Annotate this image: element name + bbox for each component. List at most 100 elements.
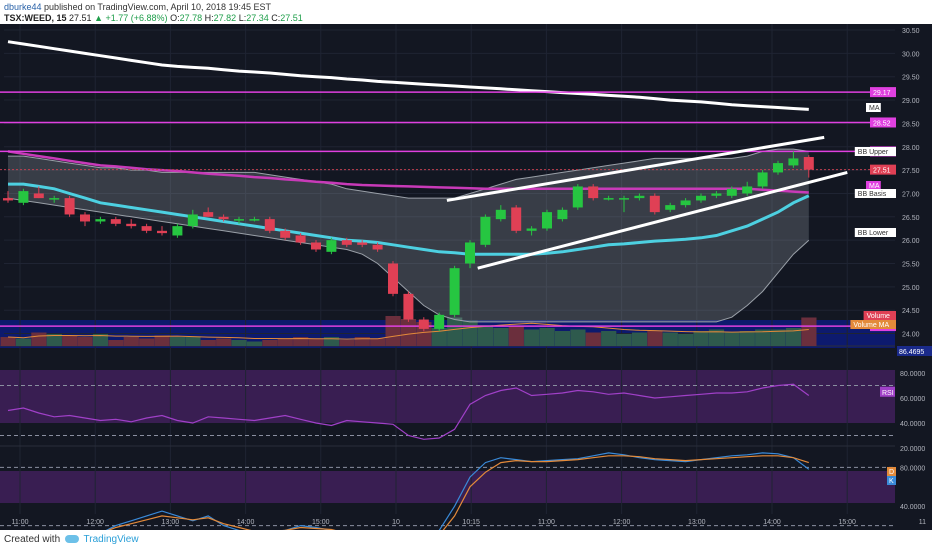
series-tag-label: MA bbox=[869, 183, 880, 190]
candle-body bbox=[788, 158, 799, 166]
volume-bar bbox=[785, 328, 802, 346]
volume-bar bbox=[231, 340, 247, 346]
candle-body bbox=[80, 214, 90, 222]
volume-bar bbox=[123, 337, 139, 346]
volume-bar bbox=[293, 337, 309, 346]
volume-bar bbox=[154, 335, 170, 346]
volume-bar bbox=[370, 338, 386, 346]
low-key: L: bbox=[238, 13, 247, 23]
volume-bar bbox=[0, 337, 16, 346]
volume-bar bbox=[508, 326, 524, 346]
volume-bar bbox=[693, 331, 709, 346]
indicator-lines bbox=[7, 40, 810, 256]
candle-body bbox=[696, 195, 706, 201]
series-tag bbox=[866, 103, 881, 112]
candle-body bbox=[588, 186, 599, 199]
trend-line bbox=[477, 170, 848, 270]
candle-body bbox=[157, 230, 167, 234]
candle-body bbox=[465, 242, 475, 264]
price-tick-label: 25.50 bbox=[902, 262, 920, 269]
candle-body bbox=[603, 198, 614, 200]
volume-bar bbox=[477, 325, 494, 346]
series-tag-label: BB Basis bbox=[858, 191, 887, 198]
open-key: O: bbox=[170, 13, 180, 23]
candle-body bbox=[33, 193, 44, 199]
tradingview-link[interactable]: TradingView bbox=[83, 534, 139, 545]
chart-header: dburke44 published on TradingView.com, A… bbox=[0, 0, 932, 24]
time-axis[interactable]: 11:00 12:00 13:00 14:00 15:00 10 10:15 11:00 12:… bbox=[12, 519, 932, 526]
volume-bar bbox=[570, 329, 586, 346]
price-tick-label: 28.50 bbox=[902, 121, 920, 128]
candle-body bbox=[619, 198, 629, 200]
bb-lower-line bbox=[7, 197, 810, 323]
volume-bar bbox=[77, 337, 93, 346]
ma-line bbox=[7, 150, 809, 194]
candle-body bbox=[203, 212, 214, 217]
time-tick-label: 12:00 bbox=[613, 519, 631, 526]
candle-body bbox=[557, 209, 568, 220]
rsi-tick-label: 40.0000 bbox=[900, 421, 925, 428]
price-chart[interactable]: 24.00 24.50 25.00 25.50 26.00 26.50 27.00 27.50… bbox=[0, 24, 932, 530]
candle-body bbox=[572, 186, 583, 208]
stoch-panel bbox=[0, 452, 895, 530]
candle-body bbox=[803, 157, 814, 170]
series-tag-label: Volume MA bbox=[853, 322, 889, 329]
series-tag bbox=[850, 320, 896, 329]
price-tick-label: 26.00 bbox=[902, 238, 920, 245]
last-price-tag bbox=[870, 164, 896, 175]
candle-body bbox=[680, 200, 691, 206]
volume-bar bbox=[801, 317, 817, 346]
volume-bar bbox=[46, 334, 62, 346]
price-tick-label: 24.00 bbox=[902, 332, 920, 339]
symbol-label: TSX:WEED, 15 bbox=[4, 13, 67, 23]
series-tag bbox=[854, 189, 896, 198]
candle-body bbox=[264, 219, 275, 231]
time-tick-label: 14:00 bbox=[237, 519, 255, 526]
volume-bar bbox=[139, 338, 155, 346]
price-axis-background bbox=[895, 24, 932, 530]
volume-bar bbox=[200, 340, 216, 346]
volume-bar bbox=[524, 329, 540, 346]
volume-bar bbox=[631, 332, 648, 346]
price-axis[interactable]: 24.00 24.50 25.00 25.50 26.00 26.50 27.00 27.50… bbox=[850, 24, 932, 530]
close-key: C: bbox=[271, 13, 281, 23]
candle-body bbox=[418, 319, 429, 329]
candle-body bbox=[526, 228, 537, 231]
volume-bar bbox=[400, 319, 417, 346]
time-tick-label: 14:00 bbox=[763, 519, 781, 526]
trend-line bbox=[446, 135, 825, 202]
volume-bar bbox=[262, 340, 278, 346]
volume-bar bbox=[662, 332, 678, 346]
volume-bar bbox=[92, 334, 109, 346]
level-price-tag bbox=[870, 117, 896, 128]
price-tick-label: 29.50 bbox=[902, 75, 920, 82]
volume-bar bbox=[678, 334, 694, 346]
footer: Created with TradingView bbox=[0, 530, 932, 550]
series-tag bbox=[854, 147, 896, 156]
close-value: 27.51 bbox=[280, 13, 303, 23]
price-tick-label: 25.00 bbox=[902, 285, 920, 292]
candle-body bbox=[64, 198, 75, 215]
volume-bar bbox=[539, 328, 555, 346]
open-value: 27.78 bbox=[179, 13, 203, 23]
author-link[interactable]: dburke44 bbox=[4, 2, 42, 12]
rsi-tag-label: RSI bbox=[882, 390, 894, 397]
publish-line: dburke44 published on TradingView.com, A… bbox=[4, 2, 271, 12]
high-key: H: bbox=[204, 13, 214, 23]
series-tag bbox=[854, 228, 896, 237]
trend-lines[interactable] bbox=[446, 135, 848, 270]
long-ma-line bbox=[7, 40, 809, 111]
candle-body bbox=[295, 235, 306, 243]
stoch-zone bbox=[0, 471, 900, 503]
price-tick-label: 27.50 bbox=[902, 168, 920, 175]
candle-body bbox=[649, 195, 660, 213]
candle-body bbox=[172, 226, 183, 236]
price-tick-label: 30.50 bbox=[902, 28, 920, 35]
volume-bar bbox=[354, 337, 370, 346]
bb-basis-line bbox=[8, 182, 810, 256]
candle-body bbox=[511, 207, 522, 231]
rsi-current-tag bbox=[897, 346, 932, 356]
tradingview-cloud-icon bbox=[64, 535, 79, 544]
last-price-label: 27.51 bbox=[873, 168, 891, 175]
candle-body bbox=[141, 226, 152, 231]
